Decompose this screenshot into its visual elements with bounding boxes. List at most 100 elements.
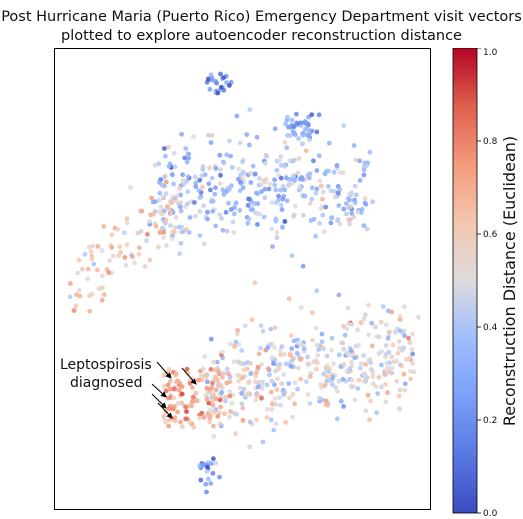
scatter-point xyxy=(347,221,352,227)
scatter-point xyxy=(407,340,413,346)
scatter-point xyxy=(192,200,197,205)
scatter-point xyxy=(316,347,322,352)
scatter-point xyxy=(235,327,241,333)
annotation-text-line2: diagnosed xyxy=(70,375,142,391)
scatter-point xyxy=(294,350,300,356)
scatter-point xyxy=(329,347,334,353)
scatter-point xyxy=(238,179,243,185)
scatter-point xyxy=(202,354,208,359)
scatter-point xyxy=(278,154,284,159)
scatter-point xyxy=(208,481,214,486)
scatter-point xyxy=(278,402,283,408)
scatter-point xyxy=(156,244,161,250)
scatter-point xyxy=(285,124,291,130)
scatter-point xyxy=(305,354,310,360)
scatter-point xyxy=(177,251,182,257)
scatter-point xyxy=(90,243,96,249)
scatter-point xyxy=(184,178,190,184)
scatter-point xyxy=(349,377,355,383)
scatter-point xyxy=(172,386,177,392)
scatter-point xyxy=(245,220,251,226)
colorbar-tick-label: 0.2 xyxy=(483,416,497,426)
scatter-point xyxy=(305,133,311,138)
scatter-point xyxy=(187,215,193,220)
scatter-point xyxy=(122,230,127,236)
scatter-point xyxy=(128,185,133,190)
scatter-point xyxy=(399,329,405,335)
scatter-point xyxy=(185,174,191,180)
chart-title-line2: plotted to explore autoencoder reconstru… xyxy=(61,28,462,44)
scatter-point xyxy=(300,177,305,182)
scatter-point xyxy=(264,406,270,412)
scatter-point xyxy=(213,460,219,466)
scatter-point xyxy=(301,346,307,351)
scatter-point xyxy=(335,190,341,196)
scatter-point xyxy=(257,211,263,217)
scatter-point xyxy=(246,391,252,396)
scatter-point xyxy=(215,377,220,383)
scatter-point xyxy=(325,183,331,189)
scatter-point xyxy=(223,394,228,400)
scatter-point xyxy=(197,195,203,201)
scatter-point xyxy=(309,196,315,202)
scatter-point xyxy=(265,366,271,371)
scatter-point xyxy=(216,368,222,374)
scatter-point xyxy=(361,372,367,378)
scatter-point xyxy=(341,206,347,212)
annotation-text-line1: Leptospirosis xyxy=(60,357,152,373)
scatter-point xyxy=(355,209,361,215)
scatter-point xyxy=(264,415,270,420)
scatter-point xyxy=(260,328,266,334)
scatter-point xyxy=(239,401,245,407)
scatter-point xyxy=(269,226,275,232)
scatter-point xyxy=(147,257,153,263)
scatter-point xyxy=(234,331,240,337)
scatter-point xyxy=(322,171,328,177)
scatter-point xyxy=(376,375,382,380)
scatter-point xyxy=(353,192,359,198)
scatter-point xyxy=(269,401,275,407)
scatter-point xyxy=(364,226,370,232)
scatter-point xyxy=(217,212,223,218)
scatter-point xyxy=(270,244,275,250)
scatter-point xyxy=(327,377,332,383)
scatter-point xyxy=(262,195,268,201)
scatter-point xyxy=(175,400,181,406)
scatter-point xyxy=(336,292,342,298)
scatter-point xyxy=(397,387,403,393)
scatter-point xyxy=(280,196,286,202)
scatter-point xyxy=(237,207,243,213)
scatter-point xyxy=(207,408,213,413)
scatter-point xyxy=(284,145,290,150)
scatter-point xyxy=(190,398,195,404)
scatter-point xyxy=(351,214,357,220)
scatter-point xyxy=(331,169,337,175)
scatter-point xyxy=(184,159,190,165)
scatter-point xyxy=(303,148,309,154)
scatter-point xyxy=(205,412,211,417)
scatter-point xyxy=(264,382,270,388)
scatter-point xyxy=(357,178,363,183)
scatter-point xyxy=(207,86,213,92)
scatter-point xyxy=(220,374,225,380)
scatter-point xyxy=(349,322,355,327)
scatter-point xyxy=(275,376,280,382)
scatter-point xyxy=(374,334,380,339)
scatter-point xyxy=(77,293,83,299)
scatter-point xyxy=(193,398,199,404)
scatter-point xyxy=(255,364,261,370)
scatter-point xyxy=(236,378,242,384)
scatter-point xyxy=(247,419,253,425)
scatter-point xyxy=(383,399,389,405)
scatter-point xyxy=(384,360,390,366)
scatter-point xyxy=(295,386,300,392)
scatter-point xyxy=(231,359,237,365)
scatter-point xyxy=(163,217,169,223)
scatter-point xyxy=(320,196,325,202)
scatter-point xyxy=(284,175,289,181)
scatter-point xyxy=(111,253,116,259)
scatter-point xyxy=(172,404,177,409)
scatter-point xyxy=(240,405,246,411)
scatter-point xyxy=(287,395,292,401)
scatter-point xyxy=(367,417,372,422)
